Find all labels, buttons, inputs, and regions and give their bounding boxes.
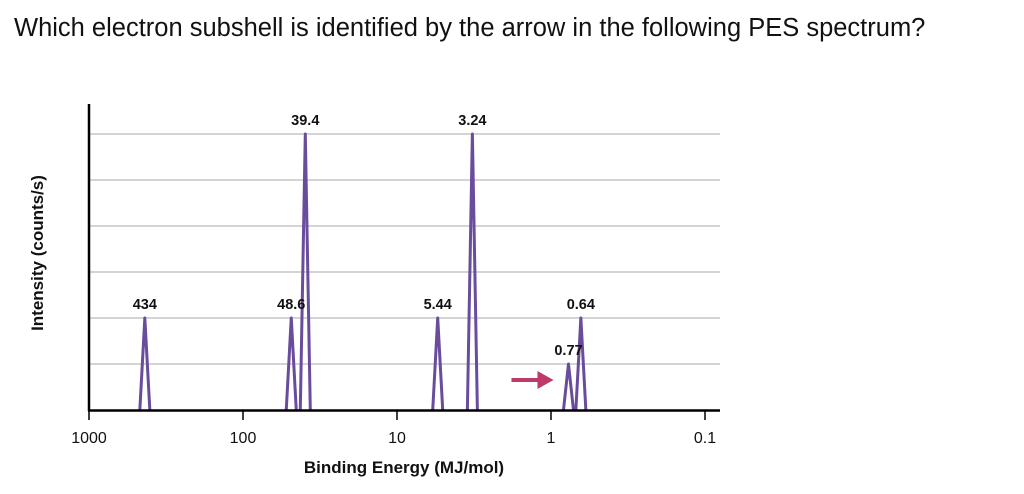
peak-label-0.77: 0.77 — [554, 343, 582, 359]
peak-labels: 434 48.6 39.4 5.44 3.24 0.77 0.64 — [133, 113, 595, 359]
x-axis-title: Binding Energy (MJ/mol) — [304, 458, 504, 477]
x-tick-label: 1000 — [71, 430, 107, 447]
peak-3.24 — [465, 132, 479, 411]
axes — [87, 104, 720, 412]
arrow-indicator — [511, 371, 554, 389]
peak-0.77 — [561, 362, 575, 411]
x-tick-label: 0.1 — [694, 430, 716, 447]
question-text: Which electron subshell is identified by… — [14, 14, 926, 42]
peak-48.6 — [284, 316, 298, 411]
peak-0.64 — [574, 316, 588, 411]
peak-label-5.44: 5.44 — [424, 297, 452, 313]
peak-label-0.64: 0.64 — [567, 297, 595, 313]
x-tick-label: 1 — [547, 430, 556, 447]
peak-434 — [138, 316, 152, 411]
peak-label-3.24: 3.24 — [458, 113, 486, 129]
arrow-head — [537, 371, 554, 389]
x-ticks: 1000 100 10 1 0.1 — [71, 410, 716, 447]
peak-5.44 — [431, 316, 445, 411]
y-axis-title: Intensity (counts/s) — [28, 175, 47, 331]
grid-lines — [89, 133, 720, 365]
spectrum-peaks — [138, 132, 588, 411]
x-tick-label: 100 — [230, 430, 257, 447]
peak-label-39.4: 39.4 — [291, 113, 319, 129]
peak-label-48.6: 48.6 — [277, 297, 305, 313]
peak-39.4 — [298, 132, 312, 411]
x-tick-label: 10 — [388, 430, 406, 447]
peak-label-434: 434 — [133, 297, 157, 313]
